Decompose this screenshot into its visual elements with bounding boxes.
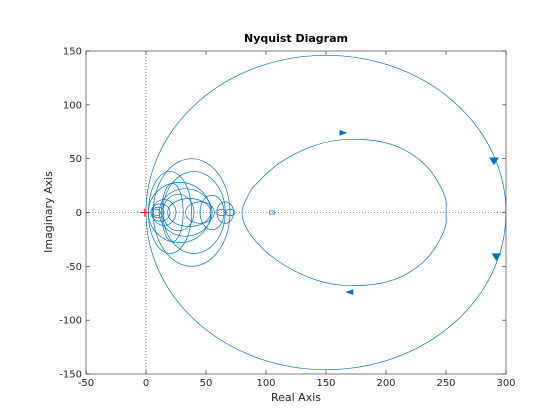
- zero-lines: [86, 51, 506, 374]
- direction-arrow: [489, 157, 499, 166]
- y-axis-ticks: -150 -100 -50 0 50 100 150: [59, 47, 506, 381]
- nyquist-contour: [224, 208, 236, 217]
- nyquist-contour: [162, 193, 195, 232]
- y-tick-label: 0: [76, 208, 82, 219]
- y-tick-label: 50: [69, 154, 82, 165]
- nyquist-contour: [151, 206, 165, 219]
- direction-arrows: [339, 129, 502, 296]
- x-axis-label: Real Axis: [271, 391, 321, 404]
- direction-arrow: [339, 129, 348, 136]
- y-tick-label: 150: [63, 47, 82, 58]
- x-tick-label: 100: [256, 378, 275, 389]
- x-tick-label: 50: [200, 378, 213, 389]
- nyquist-contour: [158, 188, 213, 237]
- x-tick-label: 250: [436, 378, 455, 389]
- critical-point-marker: [140, 208, 149, 217]
- nyquist-contour: [167, 198, 212, 227]
- nyquist-contour: [241, 138, 447, 287]
- x-tick-label: 150: [316, 378, 335, 389]
- direction-arrow: [345, 289, 354, 296]
- x-tick-label: 0: [143, 378, 149, 389]
- nyquist-contour: [161, 183, 184, 242]
- nyquist-contour: [185, 201, 215, 224]
- y-axis-label: Imaginary Axis: [42, 171, 55, 253]
- nyquist-contour: [150, 203, 171, 222]
- x-tick-label: -50: [78, 378, 94, 389]
- x-axis-ticks: -50 0 50 100 150 200 250 300: [78, 51, 516, 389]
- direction-arrow: [491, 253, 502, 262]
- chart-title: Nyquist Diagram: [244, 32, 348, 45]
- x-tick-label: 200: [376, 378, 395, 389]
- y-tick-label: 100: [63, 100, 82, 111]
- nyquist-contour: [199, 194, 225, 231]
- nyquist-contour: [269, 210, 275, 215]
- nyquist-contour: [216, 208, 227, 217]
- y-tick-label: -50: [66, 262, 82, 273]
- x-tick-label: 300: [496, 378, 515, 389]
- y-tick-label: -150: [59, 370, 82, 381]
- y-tick-label: -100: [59, 316, 82, 327]
- nyquist-contour: [152, 208, 161, 217]
- nyquist-curves: [145, 55, 506, 370]
